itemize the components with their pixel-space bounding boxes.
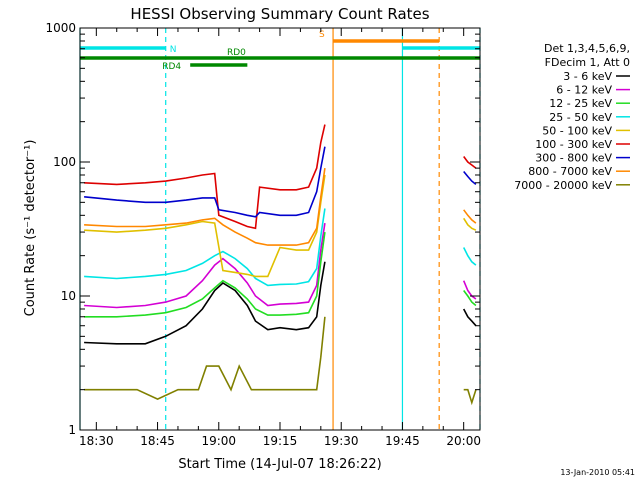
legend-entry-100-300-kev: 100 - 300 keV	[535, 138, 612, 151]
legend-entry-25-50-kev: 25 - 50 keV	[549, 111, 612, 124]
x-axis-label: Start Time (14-Jul-07 18:26:22)	[178, 457, 381, 472]
flag-label-rd4: RD4	[162, 62, 181, 72]
footer-date: 13-Jan-2010 05:41	[560, 468, 635, 477]
flag-label-n: N	[170, 45, 177, 55]
y-axis-label: Count Rate (s⁻¹ detector⁻¹)	[23, 140, 38, 317]
series-line-25-50-kev	[84, 208, 326, 287]
series-late-line-6-12-kev	[462, 280, 477, 300]
series-late-line-3-6-kev	[462, 308, 477, 327]
series-line-100-300-kev	[84, 124, 326, 230]
flag-bar-layer: N S RD0 RD4	[80, 30, 480, 72]
legend-title-line: FDecim 1, Att 0	[545, 56, 630, 69]
series-layer	[84, 124, 477, 406]
x-tick-label: 18:30	[79, 434, 114, 448]
series-late-line-800-7000-kev	[463, 209, 477, 224]
x-tick-label: 20:00	[446, 434, 481, 448]
x-tick-label: 19:00	[201, 434, 236, 448]
legend-entry-50-100-kev: 50 - 100 keV	[542, 124, 612, 137]
axis-layer: 18:30 18:45 19:00 19:15 19:30 19:45 20:00 1 10 10…	[45, 21, 481, 448]
legend-entry-800-7000-kev: 800 - 7000 keV	[528, 165, 612, 178]
series-line-300-800-kev	[84, 146, 326, 218]
chart-title: HESSI Observing Summary Count Rates	[130, 5, 429, 23]
y-tick-label: 100	[53, 155, 76, 169]
series-late-line-25-50-kev	[462, 247, 477, 266]
series-late-line-100-300-kev	[463, 156, 477, 169]
x-tick-label: 18:45	[140, 434, 175, 448]
series-late-line-50-100-kev	[463, 217, 477, 231]
x-tick-label: 19:30	[324, 434, 359, 448]
y-tick-label: 1000	[45, 21, 76, 35]
legend-title-line: Det 1,3,4,5,6,9,	[544, 42, 630, 55]
y-tick-label: 10	[61, 289, 76, 303]
series-line-3-6-kev	[84, 261, 326, 345]
legend-entry-3-6-kev: 3 - 6 keV	[563, 70, 612, 83]
series-line-800-7000-kev	[84, 167, 326, 246]
series-late-line-7000-20000-kev	[463, 388, 477, 406]
series-line-6-12-kev	[84, 222, 326, 309]
legend-entry-300-800-kev: 300 - 800 keV	[535, 152, 612, 165]
legend-entry-12-25-kev: 12 - 25 keV	[549, 97, 612, 110]
x-tick-label: 19:45	[385, 434, 420, 448]
flag-label-s: S	[319, 30, 325, 40]
series-late-line-300-800-kev	[463, 170, 477, 186]
series-late-line-12-25-kev	[463, 290, 477, 307]
series-line-12-25-kev	[84, 231, 326, 318]
legend-entry-7000-20000-kev: 7000 - 20000 keV	[514, 179, 612, 192]
flag-label-rd0: RD0	[227, 48, 246, 58]
y-tick-label: 1	[68, 423, 76, 437]
legend: Det 1,3,4,5,6,9,FDecim 1, Att 03 - 6 keV…	[514, 42, 630, 192]
legend-entry-6-12-kev: 6 - 12 keV	[556, 84, 612, 97]
x-tick-label: 19:15	[263, 434, 298, 448]
series-line-50-100-kev	[84, 174, 326, 278]
series-line-7000-20000-kev	[84, 316, 326, 400]
